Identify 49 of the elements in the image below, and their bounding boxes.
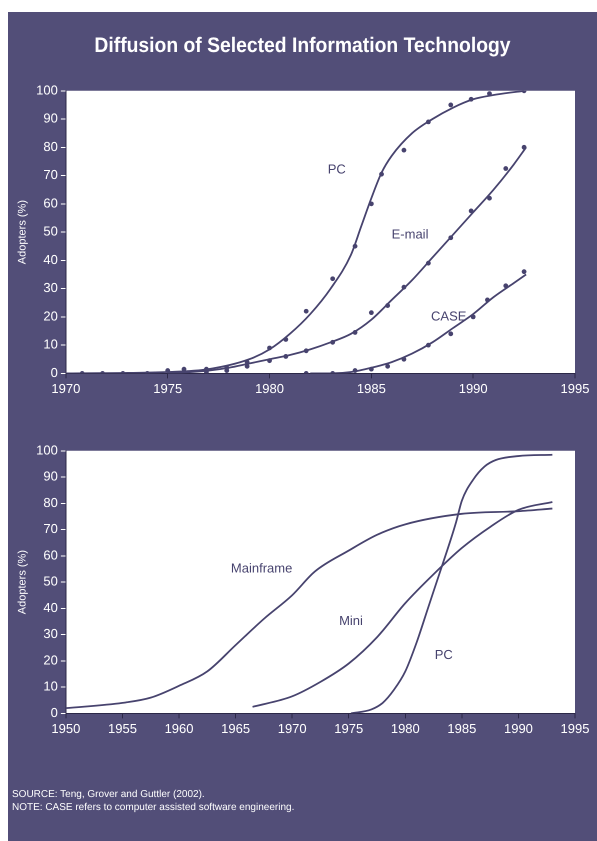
y-tick-label: 90 xyxy=(43,110,58,126)
x-tick-label: 1960 xyxy=(164,720,194,736)
y-tick-label: 70 xyxy=(43,167,58,182)
y-tick-label: 60 xyxy=(43,195,58,210)
series-label: CASE xyxy=(431,308,467,324)
y-tick-label: 10 xyxy=(43,678,58,694)
x-tick-label: 1995 xyxy=(560,380,590,396)
text: NOTE: CASE refers to computer assisted software engineering. xyxy=(12,801,294,814)
y-axis-title: Adopters (%) xyxy=(16,200,29,264)
x-tick-label: 1980 xyxy=(255,380,284,396)
x-tick-label: 1975 xyxy=(334,720,364,736)
x-tick-label: 1970 xyxy=(51,380,80,396)
source-note: SOURCE: Teng, Grover and Guttler (2002). xyxy=(12,788,206,801)
x-tick-label: 1950 xyxy=(51,720,80,736)
y-tick-label: 0 xyxy=(50,704,58,720)
y-tick-label: 100 xyxy=(36,442,58,458)
y-tick-label: 90 xyxy=(43,468,58,484)
x-tick-label: 1955 xyxy=(108,720,137,736)
y-tick-label: 100 xyxy=(36,82,58,98)
y-tick-label: 50 xyxy=(43,574,58,589)
y-tick-label: 40 xyxy=(43,252,58,267)
y-tick-label: 60 xyxy=(43,547,58,562)
x-tick-label: 1990 xyxy=(504,720,533,736)
y-tick-label: 40 xyxy=(43,600,58,615)
series-label: Mainframe xyxy=(230,560,292,576)
x-tick-label: 1965 xyxy=(221,720,250,736)
y-tick-label: 80 xyxy=(43,138,58,154)
series-label: E-mail xyxy=(392,226,429,242)
y-tick-label: 50 xyxy=(43,224,58,239)
y-tick-label: 0 xyxy=(50,364,58,380)
y-tick-label: 30 xyxy=(43,280,58,296)
y-tick-label: 30 xyxy=(43,626,58,642)
series-label: PC xyxy=(434,647,453,662)
y-tick-label: 20 xyxy=(43,652,58,668)
y-tick-label: 20 xyxy=(43,308,58,324)
series-label: Mini xyxy=(339,613,364,628)
x-tick-label: 1985 xyxy=(447,720,476,736)
chart-title: Diffusion of Selected Information Technology xyxy=(93,34,512,58)
x-tick-label: 1970 xyxy=(278,720,307,736)
y-axis-title: Adopters (%) xyxy=(16,550,29,614)
x-tick-label: 1985 xyxy=(356,380,386,396)
x-tick-label: 1975 xyxy=(153,380,182,396)
y-tick-label: 70 xyxy=(43,521,58,536)
text: PC xyxy=(328,162,346,177)
y-tick-label: 10 xyxy=(43,336,58,352)
x-tick-label: 1995 xyxy=(560,720,590,736)
y-tick-label: 80 xyxy=(43,494,58,510)
x-tick-label: 1980 xyxy=(390,720,420,736)
x-tick-label: 1990 xyxy=(458,380,488,396)
